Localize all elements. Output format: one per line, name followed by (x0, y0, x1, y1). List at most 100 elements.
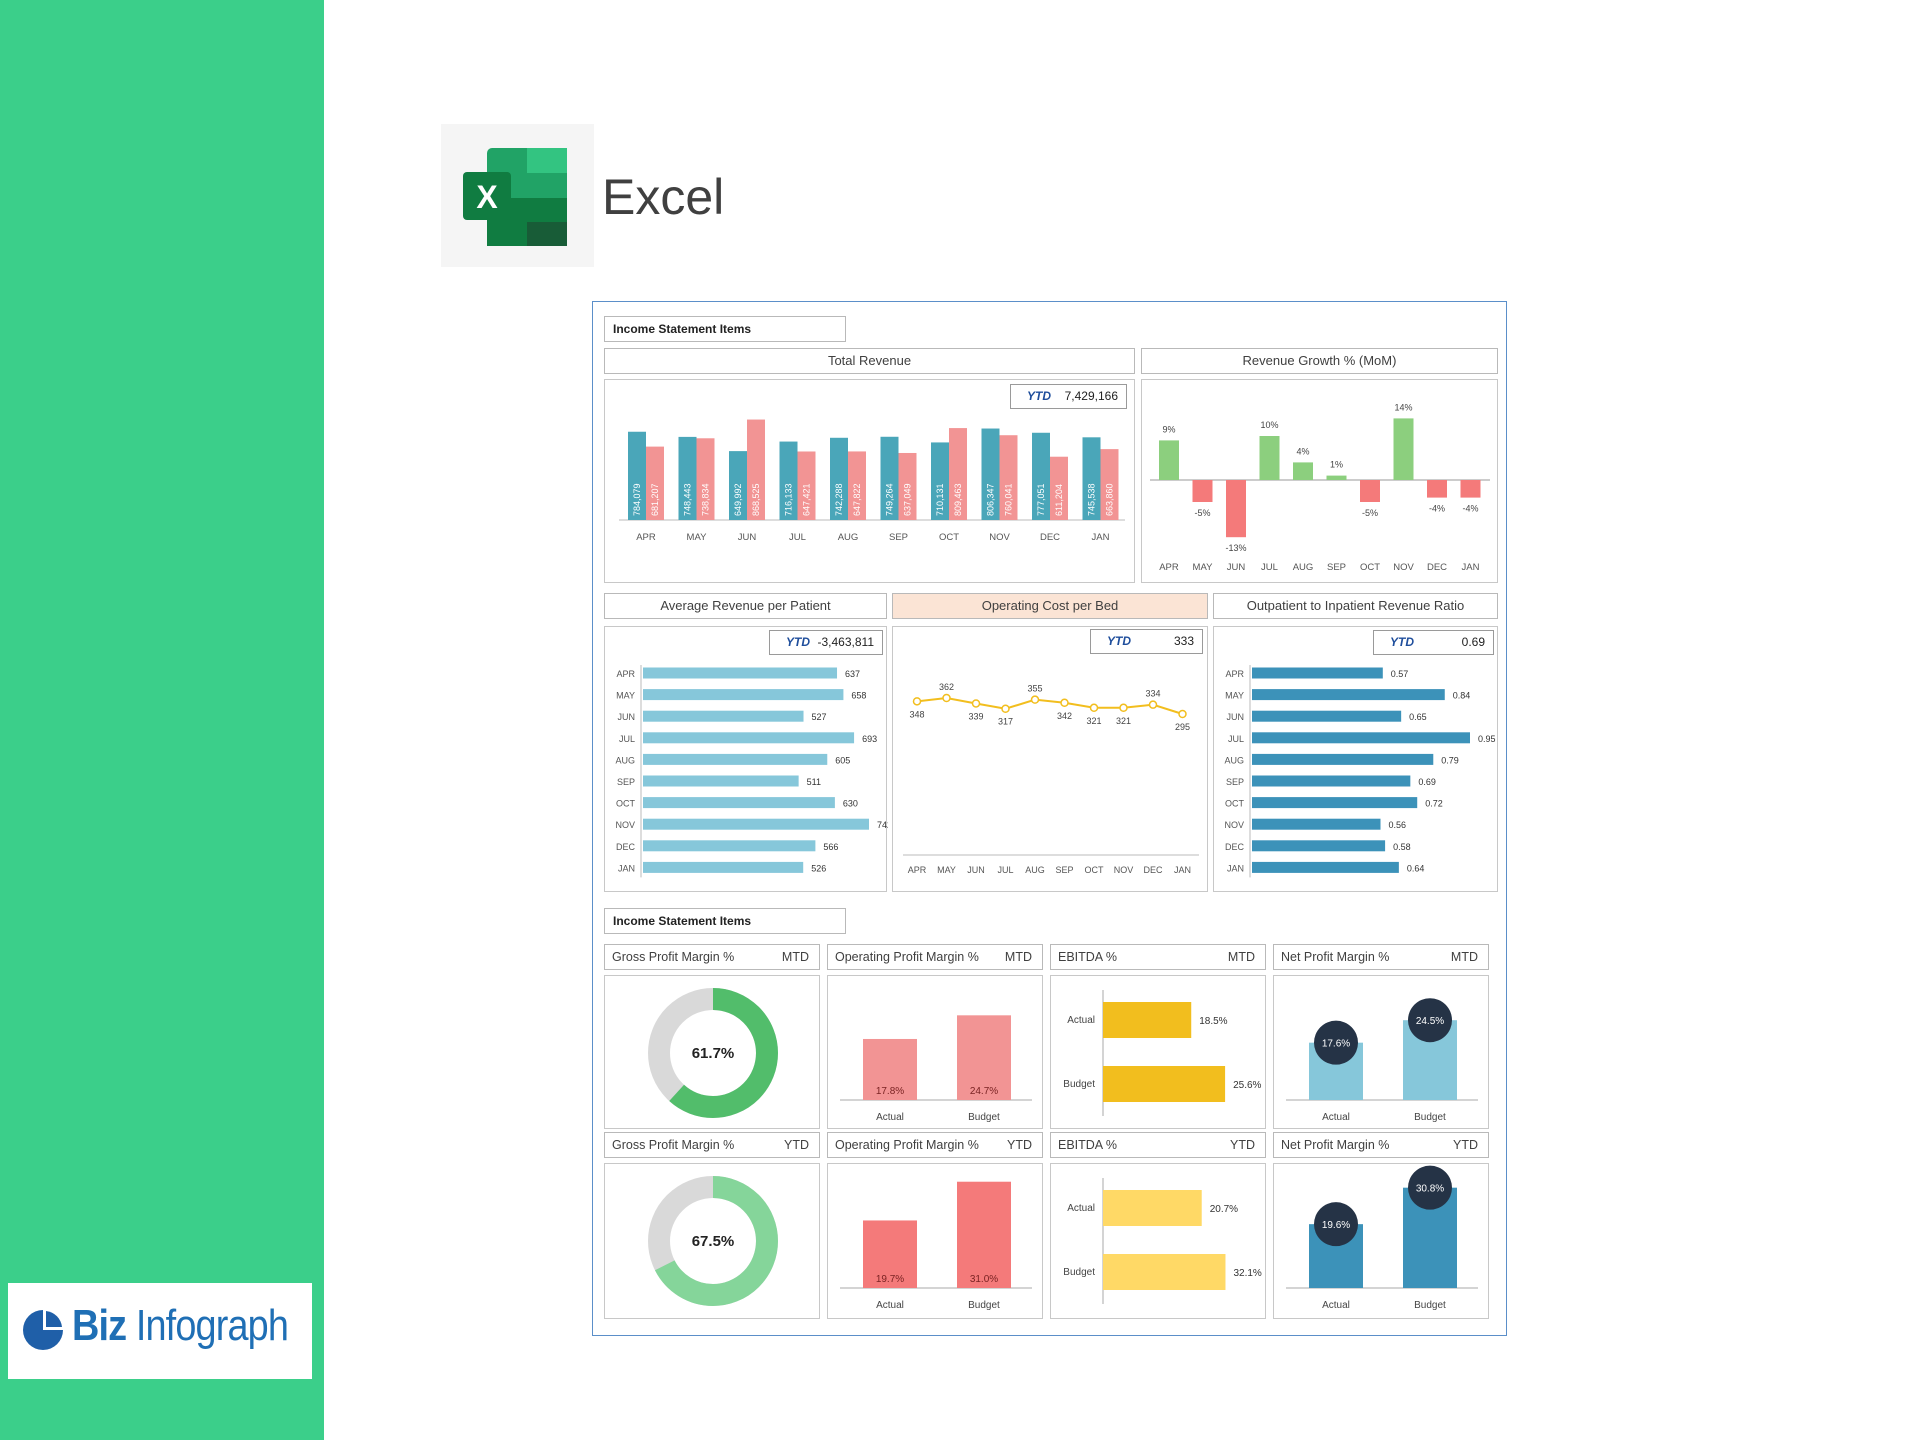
bar-data-label: 742 (877, 820, 888, 830)
donut-value-arc (648, 988, 778, 1118)
x-tick-label: NOV (989, 532, 1010, 543)
bar-series-b (898, 452, 917, 520)
bar-data-label: 760,041 (1004, 483, 1014, 516)
kpi-title: EBITDA % (1058, 950, 1118, 964)
hbar (643, 775, 799, 787)
x-tick-label: JUN (738, 532, 757, 543)
x-tick-label: MAY (937, 865, 956, 875)
kpi-period: MTD (1450, 950, 1478, 964)
outpatient-ratio-chart: APR 0.57 MAY 0.84 JUN 0.65 JUL 0.95 AUG 0.79 SEP 0.… (1224, 665, 1496, 878)
npm-mtd-chart: 17.6% Actual 24.5% Budget (1286, 998, 1478, 1123)
x-tick-label: APR (1159, 562, 1179, 573)
bar-data-label: 24.5% (1416, 1016, 1444, 1027)
hbar (643, 732, 855, 744)
bar-data-label: 0.56 (1389, 820, 1407, 830)
y-tick-label: DEC (1225, 842, 1245, 852)
total-revenue-card: 784,079 681,207 APR 748,443 738,834 MAY 649,99… (604, 379, 1135, 583)
growth-bar (1427, 480, 1447, 498)
x-tick-label: JUN (967, 865, 985, 875)
kpi-hbar (1103, 1254, 1226, 1290)
bar-data-label: 0.64 (1407, 863, 1425, 873)
kpi-period: YTD (1453, 1138, 1478, 1152)
point-data-label: 339 (968, 711, 983, 721)
bar-data-label: 809,463 (953, 483, 963, 516)
bar-data-label: 716,133 (784, 483, 794, 516)
revenue-growth-card: 9% APR -5% MAY -13% JUN 10% JUL 4% AUG 1% SEP -5% OCT… (1141, 379, 1498, 583)
kpi-value-bubble (1314, 1020, 1358, 1065)
operating-cost-bed-chart: 348 APR 362 MAY 339 JUN 317 JUL 355 AUG 342 SEP 321 O… (903, 682, 1199, 875)
ebitda-mtd-header: EBITDA % MTD (1050, 944, 1266, 970)
donut-center-label: 67.5% (692, 1233, 735, 1250)
kpi-bar (863, 1038, 917, 1100)
x-tick-label: Budget (1414, 1112, 1446, 1123)
npm-ytd-header: Net Profit Margin % YTD (1273, 1132, 1489, 1158)
bar-data-label: -5% (1194, 508, 1210, 518)
hbar (643, 753, 828, 765)
x-tick-label: DEC (1427, 562, 1447, 573)
ytd-label: YTD (1107, 634, 1131, 648)
y-tick-label: JAN (618, 863, 635, 873)
point-data-label: 362 (939, 682, 954, 692)
app-title: Excel (602, 169, 725, 225)
bar-data-label: -4% (1462, 504, 1478, 514)
point-data-label: 342 (1057, 711, 1072, 721)
brand-word-2: Infograph (135, 1301, 289, 1350)
hbar (1252, 818, 1381, 830)
bar-data-label: 0.72 (1425, 799, 1443, 809)
x-tick-label: OCT (1085, 865, 1105, 875)
bar-data-label: 526 (811, 863, 826, 873)
y-tick-label: APR (616, 669, 635, 679)
brand-logo: Biz Infograph (8, 1283, 312, 1379)
bar-data-label: 0.57 (1391, 669, 1409, 679)
x-tick-label: SEP (1055, 865, 1073, 875)
kpi-period: YTD (1007, 1138, 1032, 1152)
svg-text:X: X (476, 179, 498, 215)
y-tick-label: OCT (1225, 799, 1245, 809)
x-tick-label: Actual (1322, 1112, 1350, 1123)
kpi-title: Gross Profit Margin % (612, 1138, 735, 1152)
pie-logo-icon (23, 1308, 65, 1350)
bar-series-a (729, 451, 747, 520)
bar-data-label: 17.8% (876, 1086, 904, 1097)
point-data-label: 321 (1116, 716, 1131, 726)
bar-series-b (999, 435, 1018, 520)
x-tick-label: APR (908, 865, 927, 875)
growth-bar (1159, 440, 1179, 480)
y-tick-label: JUN (618, 712, 636, 722)
ytd-label: YTD (1027, 389, 1051, 403)
y-tick-label: Actual (1067, 1203, 1095, 1214)
operating-cost-bed-ytd: YTD 333 (1090, 629, 1203, 654)
y-tick-label: JUL (1228, 734, 1244, 744)
cost-point (1148, 700, 1158, 709)
bar-data-label: 19.7% (876, 1274, 904, 1285)
bar-series-b (1050, 456, 1068, 520)
y-tick-label: SEP (617, 777, 635, 787)
avg-revenue-patient-card: APR 637 MAY 658 JUN 527 JUL 693 AUG 605 SEP 511 OCT 6… (604, 626, 888, 892)
bar-data-label: 742,288 (834, 483, 844, 516)
y-tick-label: NOV (615, 820, 635, 830)
bar-data-label: 0.84 (1453, 691, 1471, 701)
ytd-value: 7,429,166 (1064, 389, 1118, 403)
hbar (1252, 667, 1383, 679)
cost-point (912, 697, 922, 706)
kpi-value-bubble (1408, 1165, 1452, 1210)
excel-logo-icon: X (463, 148, 567, 246)
x-tick-label: Actual (876, 1300, 904, 1311)
donut-value-arc (648, 1176, 778, 1306)
bar-series-b (646, 446, 664, 520)
bar-data-label: 1% (1330, 460, 1343, 470)
bar-data-label: -13% (1225, 543, 1246, 553)
operating-cost-bed-card: 348 APR 362 MAY 339 JUN 317 JUL 355 AUG 342 SEP 321 O… (892, 626, 1208, 892)
y-tick-label: MAY (616, 691, 635, 701)
opm-mtd-header: Operating Profit Margin % MTD (827, 944, 1043, 970)
x-tick-label: SEP (1327, 562, 1346, 573)
growth-bar (1192, 480, 1213, 502)
bar-data-label: 784,079 (632, 483, 642, 516)
section-header-top: Income Statement Items (604, 316, 846, 342)
total-revenue-chart: 784,079 681,207 APR 748,443 738,834 MAY 649,99… (619, 419, 1125, 543)
bar-data-label: 527 (812, 712, 827, 722)
y-tick-label: APR (1225, 669, 1244, 679)
x-tick-label: AUG (1025, 865, 1045, 875)
bar-data-label: 0.58 (1393, 842, 1411, 852)
avg-revenue-patient-chart: APR 637 MAY 658 JUN 527 JUL 693 AUG 605 SEP 511 OCT 6… (615, 665, 888, 878)
